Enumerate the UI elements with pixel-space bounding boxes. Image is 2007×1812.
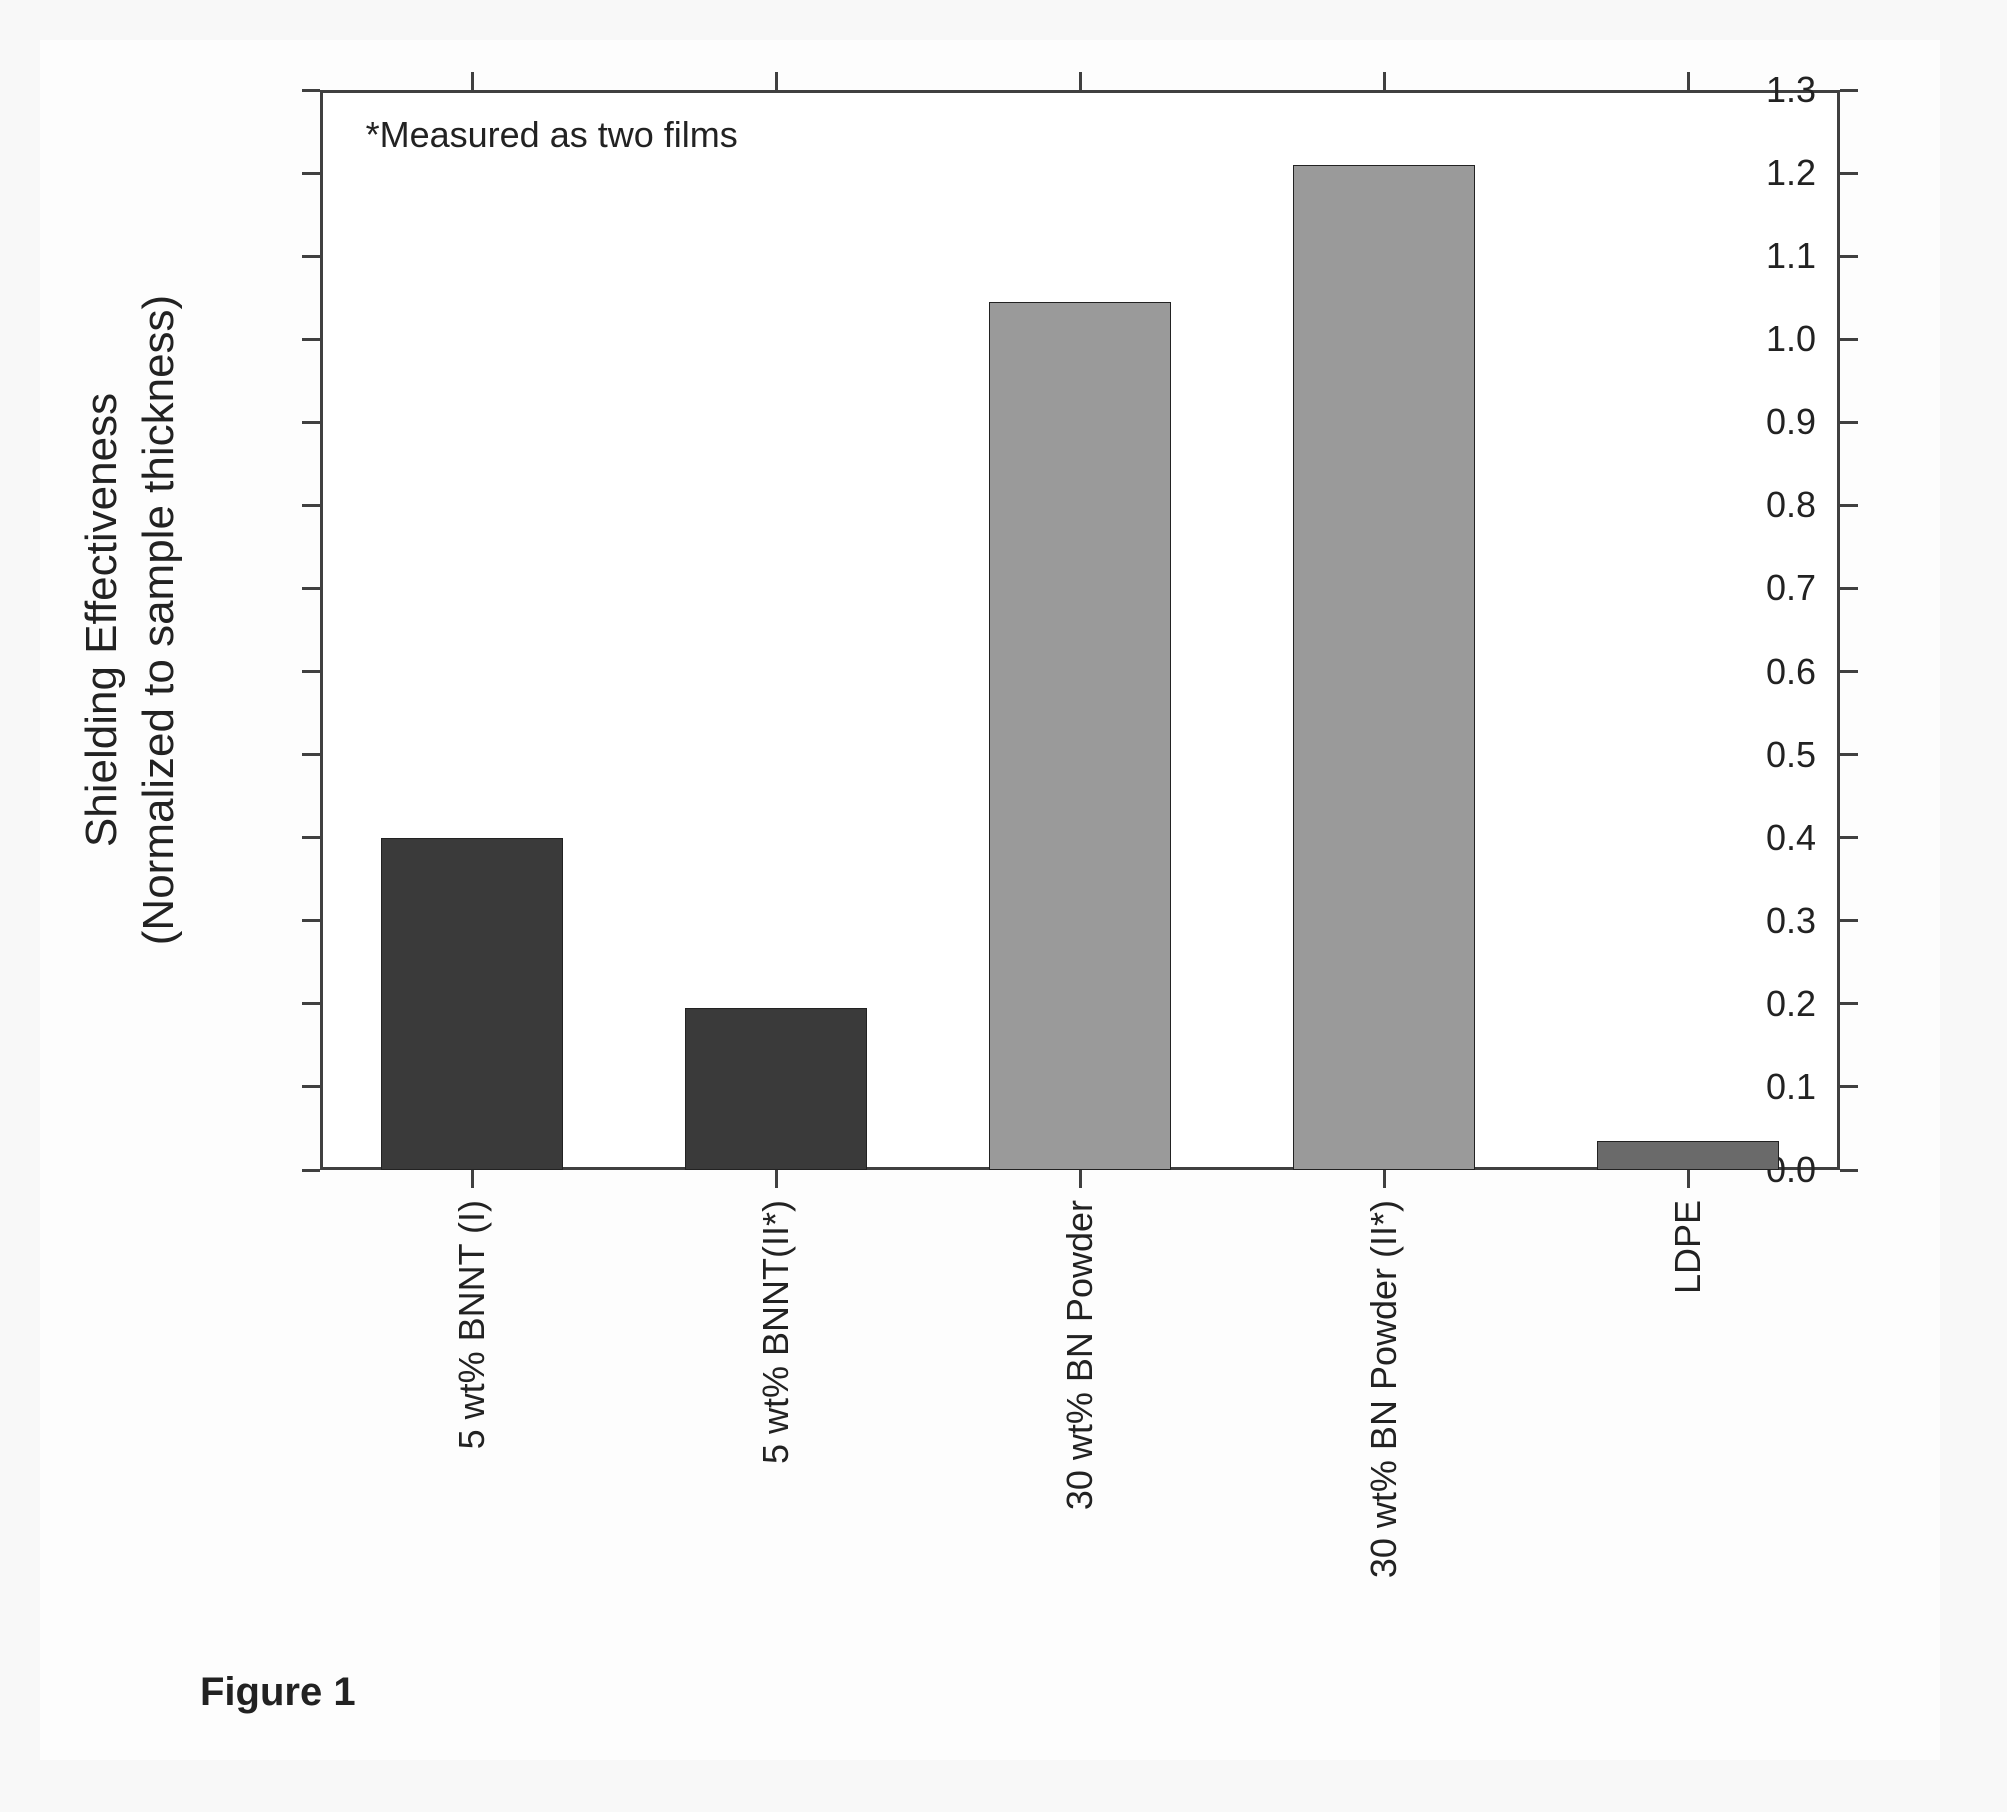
ytick-right <box>1840 1002 1858 1005</box>
bar <box>1597 1141 1779 1170</box>
ytick-label: 0.5 <box>1766 734 1816 776</box>
ytick-right <box>1840 1085 1858 1088</box>
figure-caption: Figure 1 <box>200 1670 356 1715</box>
xtick <box>775 1170 778 1188</box>
ytick-right <box>1840 670 1858 673</box>
ytick-label: 0.8 <box>1766 484 1816 526</box>
ytick-right <box>1840 587 1858 590</box>
xtick <box>1079 1170 1082 1188</box>
xtick <box>1383 1170 1386 1188</box>
ytick <box>302 670 320 673</box>
ytick-right <box>1840 338 1858 341</box>
figure-container: Shielding Effectiveness (Normalized to s… <box>40 40 1940 1760</box>
ytick-label: 0.1 <box>1766 1066 1816 1108</box>
xtick-top <box>1383 72 1386 90</box>
ytick <box>302 255 320 258</box>
ylabel-line2: (Normalized to sample thickness) <box>134 295 183 945</box>
annotation-text: *Measured as two films <box>366 114 738 156</box>
ytick-label: 0.6 <box>1766 651 1816 693</box>
ytick-right <box>1840 1169 1858 1172</box>
ytick-right <box>1840 919 1858 922</box>
ytick <box>302 421 320 424</box>
xtick-label: LDPE <box>1667 1200 1709 1294</box>
ytick-label: 0.2 <box>1766 983 1816 1025</box>
ytick-right <box>1840 89 1858 92</box>
ytick-right <box>1840 421 1858 424</box>
bar <box>685 1008 867 1170</box>
ytick <box>302 753 320 756</box>
ytick <box>302 504 320 507</box>
ytick-label: 0.3 <box>1766 900 1816 942</box>
xtick-top <box>471 72 474 90</box>
ytick-label: 0.4 <box>1766 817 1816 859</box>
xtick-label: 30 wt% BN Powder <box>1059 1200 1101 1510</box>
xtick-label: 5 wt% BNNT(II*) <box>755 1200 797 1464</box>
ytick-label: 1.0 <box>1766 318 1816 360</box>
ytick-label: 0.9 <box>1766 401 1816 443</box>
ytick <box>302 89 320 92</box>
ytick <box>302 836 320 839</box>
bar <box>381 838 563 1170</box>
ytick-label: 1.2 <box>1766 152 1816 194</box>
ytick-right <box>1840 836 1858 839</box>
y-axis-label: Shielding Effectiveness (Normalized to s… <box>73 295 187 945</box>
ytick <box>302 1169 320 1172</box>
ytick <box>302 1085 320 1088</box>
ytick-right <box>1840 753 1858 756</box>
xtick-top <box>1687 72 1690 90</box>
ytick-right <box>1840 504 1858 507</box>
ytick-right <box>1840 255 1858 258</box>
ytick <box>302 338 320 341</box>
ytick-label: 1.1 <box>1766 235 1816 277</box>
ytick-label: 0.7 <box>1766 567 1816 609</box>
ytick-label: 1.3 <box>1766 69 1816 111</box>
xtick <box>471 1170 474 1188</box>
ytick-right <box>1840 172 1858 175</box>
ytick <box>302 919 320 922</box>
xtick-top <box>1079 72 1082 90</box>
xtick <box>1687 1170 1690 1188</box>
ytick <box>302 172 320 175</box>
xtick-label: 5 wt% BNNT (I) <box>451 1200 493 1449</box>
xtick-top <box>775 72 778 90</box>
ytick <box>302 1002 320 1005</box>
xtick-label: 30 wt% BN Powder (II*) <box>1363 1200 1405 1578</box>
bar <box>1293 165 1475 1170</box>
bar <box>989 302 1171 1170</box>
ytick <box>302 587 320 590</box>
chart-area: 0.00.10.20.30.40.50.60.70.80.91.01.11.21… <box>320 90 1840 1170</box>
ylabel-line1: Shielding Effectiveness <box>77 393 126 847</box>
